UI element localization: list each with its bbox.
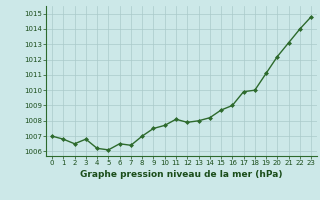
X-axis label: Graphe pression niveau de la mer (hPa): Graphe pression niveau de la mer (hPa) — [80, 170, 283, 179]
